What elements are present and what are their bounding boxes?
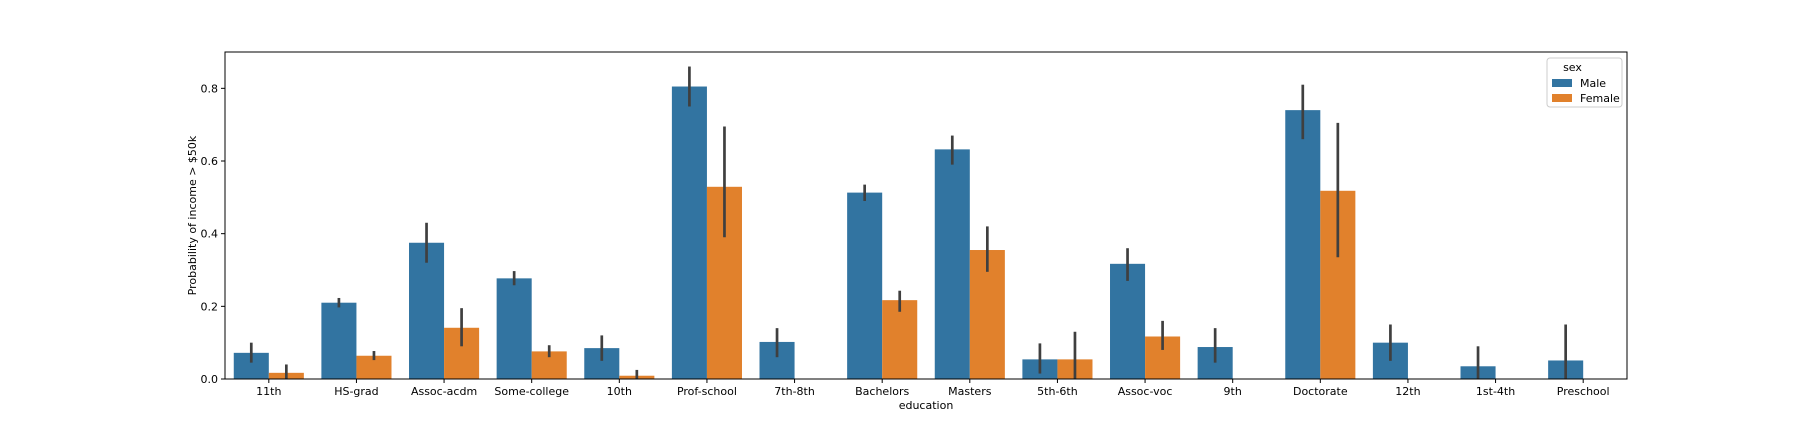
bar-male-prof-school [671, 86, 707, 380]
bar-male-masters [934, 149, 970, 379]
x-tick-label: Preschool [1557, 385, 1610, 398]
legend-swatch-female [1552, 94, 1572, 102]
x-tick-label: 9th [1224, 385, 1242, 398]
bar-male-doctorate [1285, 110, 1321, 379]
bar-male-hs-grad [321, 302, 357, 379]
x-tick-label: 7th-8th [774, 385, 815, 398]
bar-male-assoc-voc [1110, 263, 1146, 379]
legend-title: sex [1563, 61, 1582, 74]
x-tick-label: Some-college [494, 385, 569, 398]
x-tick-label: Assoc-acdm [411, 385, 477, 398]
bar-male-some-college [496, 278, 532, 379]
plot-frame [224, 51, 1628, 380]
legend: sex Male Female [1546, 57, 1623, 108]
x-tick-label: Doctorate [1293, 385, 1348, 398]
x-tick-label: Bachelors [855, 385, 909, 398]
y-axis-label: Probability of income > $50k [186, 135, 199, 295]
bar-male-assoc-acdm [409, 242, 445, 379]
legend-label-male: Male [1580, 77, 1606, 90]
x-tick-label: HS-grad [334, 385, 378, 398]
bar-female-hs-grad [356, 355, 392, 379]
x-tick-label: 12th [1395, 385, 1420, 398]
x-tick-label: 11th [256, 385, 281, 398]
bar-female-bachelors [882, 300, 918, 379]
x-tick-label: Masters [948, 385, 992, 398]
x-tick-label: Prof-school [677, 385, 737, 398]
y-axis: 0.0 0.2 0.4 0.6 0.8 [201, 82, 225, 386]
y-tick-label: 0.4 [201, 228, 219, 241]
y-tick-label: 0.0 [201, 373, 219, 386]
y-tick-label: 0.6 [201, 155, 219, 168]
error-bars-layer [249, 66, 1568, 379]
x-tick-label: 5th-6th [1037, 385, 1078, 398]
bars-layer [233, 86, 1584, 380]
x-axis: 11th HS-grad Assoc-acdm Some-college 10th Pro… [256, 379, 1610, 398]
legend-swatch-male [1552, 79, 1572, 87]
bar-male-bachelors [847, 192, 883, 379]
y-tick-label: 0.2 [201, 300, 219, 313]
legend-label-female: Female [1580, 92, 1620, 105]
x-tick-label: 10th [607, 385, 632, 398]
y-tick-label: 0.8 [201, 82, 219, 95]
x-axis-label: education [899, 399, 954, 412]
x-tick-label: Assoc-voc [1118, 385, 1173, 398]
x-tick-label: 1st-4th [1476, 385, 1515, 398]
